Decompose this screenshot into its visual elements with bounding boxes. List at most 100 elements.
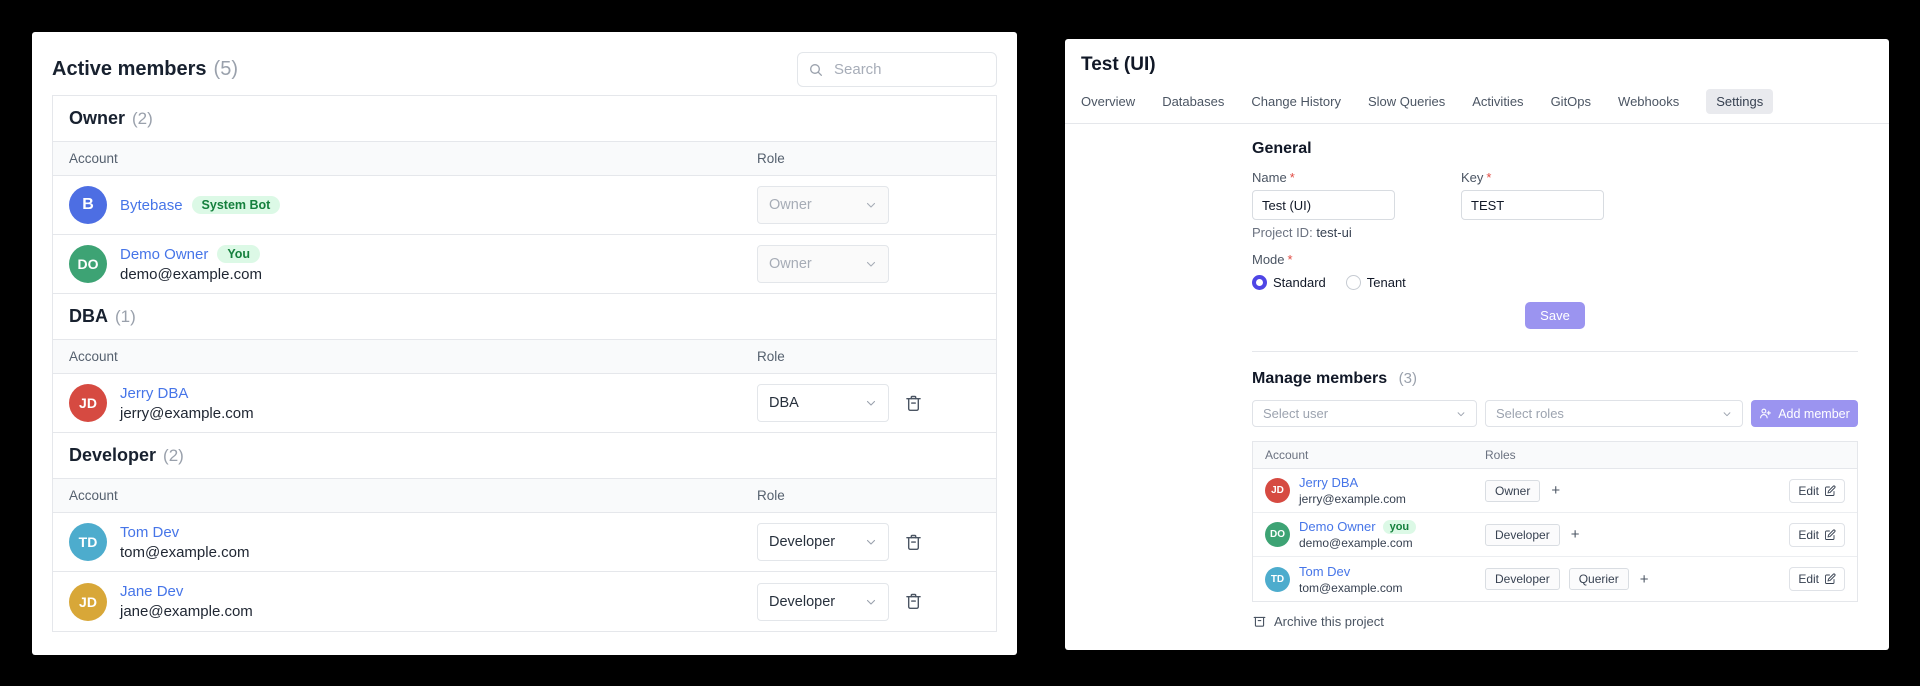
role-select[interactable]: Owner	[757, 245, 889, 283]
role-column-header: Role	[757, 349, 785, 364]
chevron-down-icon	[1457, 411, 1465, 416]
radio-tenant-label: Tenant	[1366, 275, 1406, 290]
tab-overview[interactable]: Overview	[1081, 94, 1136, 109]
chevron-down-icon	[866, 261, 876, 267]
search-input[interactable]	[832, 60, 986, 79]
section-count: (2)	[163, 446, 184, 465]
trash-icon	[906, 395, 921, 411]
select-roles-dropdown[interactable]: Select roles	[1485, 400, 1743, 427]
search-icon	[810, 63, 822, 76]
project-id-line: Project ID: test-ui	[1252, 225, 1461, 240]
member-email: tom@example.com	[120, 543, 250, 561]
tab-gitops[interactable]: GitOps	[1550, 94, 1592, 109]
avatar: DO	[69, 245, 107, 283]
table-header: Account Role	[53, 340, 996, 374]
active-members-panel: Active members (5) Owner (2) Account Role …	[32, 32, 1017, 655]
table-row: DO Demo Owner You demo@example.com Owner	[53, 235, 996, 294]
member-email: demo@example.com	[1299, 536, 1413, 550]
member-name-link[interactable]: Jerry DBA	[1299, 475, 1359, 490]
member-email: jerry@example.com	[120, 404, 254, 422]
member-name-link[interactable]: Jerry DBA	[120, 384, 189, 402]
search-box[interactable]	[797, 52, 997, 87]
manage-members-heading: Manage members (3)	[1252, 370, 1858, 388]
edit-member-button[interactable]: Edit	[1789, 478, 1845, 503]
archive-icon	[1253, 616, 1266, 627]
name-label: Name *	[1252, 170, 1461, 185]
table-header: Account Role	[53, 479, 996, 513]
select-user-placeholder: Select user	[1263, 406, 1329, 421]
edit-label: Edit	[1798, 483, 1819, 498]
trash-icon	[906, 593, 921, 610]
role-chip: Querier	[1568, 568, 1629, 590]
role-select-value: Owner	[769, 256, 812, 272]
you-badge: You	[217, 245, 261, 263]
you-badge: you	[1382, 519, 1417, 534]
section-count: (2)	[132, 109, 153, 128]
avatar: B	[69, 186, 107, 224]
required-asterisk: *	[1287, 252, 1293, 267]
add-member-controls: Select user Select roles Add member	[1252, 400, 1858, 427]
chevron-down-icon	[866, 400, 876, 406]
remove-member-button[interactable]	[903, 532, 924, 553]
member-name-link[interactable]: Tom Dev	[1299, 563, 1351, 579]
mode-label-text: Mode	[1252, 252, 1285, 267]
member-email: tom@example.com	[1299, 580, 1403, 595]
role-column-header: Role	[757, 151, 785, 166]
tab-settings[interactable]: Settings	[1706, 89, 1774, 114]
avatar: TD	[69, 523, 107, 561]
table-row: TD Tom Dev tom@example.com Developer	[53, 513, 996, 572]
add-member-button[interactable]: Add member	[1751, 400, 1858, 427]
account-column-header: Account	[69, 488, 118, 503]
save-button[interactable]: Save	[1525, 302, 1585, 329]
tab-change-history[interactable]: Change History	[1251, 94, 1341, 109]
remove-member-button[interactable]	[903, 393, 924, 414]
archive-project-button[interactable]: Archive this project	[1252, 614, 1858, 629]
member-email: jane@example.com	[120, 603, 253, 620]
role-select-value: Owner	[769, 197, 812, 213]
tab-slow-queries[interactable]: Slow Queries	[1367, 94, 1446, 109]
radio-tenant[interactable]: Tenant	[1345, 275, 1406, 290]
member-name-link[interactable]: Jane Dev	[120, 583, 184, 600]
add-role-button[interactable]: +	[1570, 526, 1580, 543]
avatar: TD	[1265, 566, 1290, 592]
section-name: Owner	[69, 108, 126, 128]
remove-member-button[interactable]	[903, 591, 924, 612]
add-member-label: Add member	[1778, 406, 1850, 421]
member-name-link[interactable]: Bytebase	[120, 196, 183, 214]
add-role-button[interactable]: +	[1639, 570, 1649, 588]
chevron-down-icon	[866, 539, 876, 545]
role-column-header: Role	[757, 488, 785, 503]
member-name-link[interactable]: Demo Owner	[120, 245, 209, 263]
page-title-count: (5)	[213, 58, 238, 80]
table-row: JD Jerry DBA jerry@example.com DBA	[53, 374, 996, 433]
role-select[interactable]: Developer	[757, 582, 889, 621]
mode-field: Mode * Standard Tenant	[1252, 252, 1858, 290]
role-select[interactable]: Developer	[757, 523, 889, 561]
member-name-link[interactable]: Demo Owner	[1299, 519, 1376, 534]
name-field: Name* Project ID: test-ui	[1252, 170, 1461, 240]
edit-member-button[interactable]: Edit	[1789, 567, 1845, 591]
role-chip: Owner	[1485, 479, 1541, 502]
member-name-link[interactable]: Tom Dev	[120, 523, 180, 541]
section-title-owner: Owner (2)	[53, 96, 996, 142]
select-user-dropdown[interactable]: Select user	[1252, 400, 1477, 427]
add-role-button[interactable]: +	[1551, 482, 1561, 499]
tab-webhooks[interactable]: Webhooks	[1618, 94, 1680, 109]
role-chip: Developer	[1485, 568, 1560, 590]
section-title-developer: Developer (2)	[53, 433, 996, 479]
role-select[interactable]: DBA	[757, 384, 889, 422]
role-select[interactable]: Owner	[757, 186, 889, 224]
table-row: JD Jerry DBA jerry@example.com Owner + E…	[1253, 469, 1857, 513]
manage-members-count: (3)	[1398, 370, 1417, 387]
edit-member-button[interactable]: Edit	[1789, 522, 1845, 547]
radio-standard[interactable]: Standard	[1252, 275, 1326, 290]
key-input[interactable]	[1461, 190, 1604, 220]
tab-databases[interactable]: Databases	[1162, 94, 1225, 109]
tab-activities[interactable]: Activities	[1472, 94, 1524, 109]
avatar: JD	[69, 582, 107, 621]
name-input[interactable]	[1252, 190, 1395, 220]
trash-icon	[906, 534, 921, 550]
chevron-down-icon	[866, 599, 876, 605]
general-form-row: Name* Project ID: test-ui Key*	[1252, 170, 1858, 240]
